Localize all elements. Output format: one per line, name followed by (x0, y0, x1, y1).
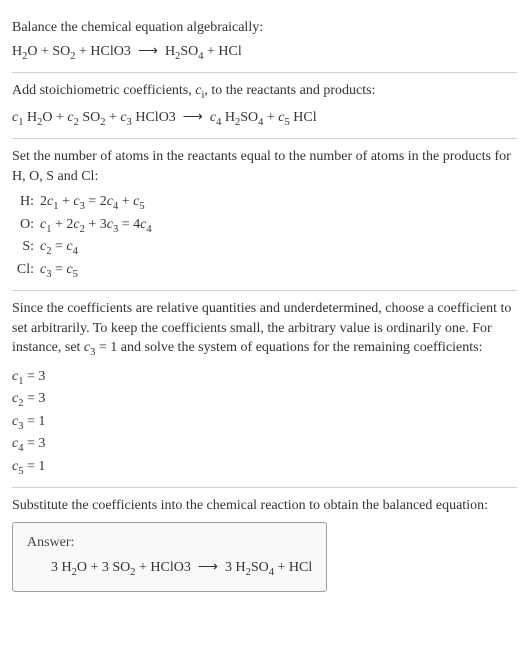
atom-label-s: S: (12, 237, 40, 257)
atom-eq-prompt: Set the number of atoms in the reactants… (12, 147, 517, 186)
atom-label-h: H: (12, 192, 40, 212)
coef-c1: c1 = 3 (12, 367, 517, 389)
balance-prompt-text: Balance the chemical equation algebraica… (12, 18, 517, 38)
atom-label-o: O: (12, 215, 40, 235)
atom-row-s: S: c2 = c4 (12, 237, 517, 259)
balanced-equation: 3 H2O + 3 SO2 + HClO3 ⟶ 3 H2SO4 + HCl (27, 558, 312, 580)
coefficient-equation: c1 H2O + c2 SO2 + c3 HClO3 ⟶ c4 H2SO4 + … (12, 108, 517, 130)
section-balance-prompt: Balance the chemical equation algebraica… (12, 10, 517, 73)
section-atom-equations: Set the number of atoms in the reactants… (12, 139, 517, 291)
answer-label: Answer: (27, 533, 312, 553)
section-answer: Substitute the coefficients into the che… (12, 488, 517, 600)
atom-eq-h: 2c1 + c3 = 2c4 + c5 (40, 192, 517, 214)
coef-c2: c2 = 3 (12, 389, 517, 411)
coefficient-solutions: c1 = 3 c2 = 3 c3 = 1 c4 = 3 c5 = 1 (12, 367, 517, 479)
unbalanced-equation: H2O + SO2 + HClO3 ⟶ H2SO4 + HCl (12, 42, 517, 64)
atom-label-cl: Cl: (12, 260, 40, 280)
atom-row-h: H: 2c1 + c3 = 2c4 + c5 (12, 192, 517, 214)
add-coef-prompt: Add stoichiometric coefficients, ci, to … (12, 81, 517, 103)
coef-c3: c3 = 1 (12, 412, 517, 434)
atom-eq-s: c2 = c4 (40, 237, 517, 259)
answer-prompt: Substitute the coefficients into the che… (12, 496, 517, 516)
solve-coef-prompt: Since the coefficients are relative quan… (12, 299, 517, 361)
atom-eq-o: c1 + 2c2 + 3c3 = 4c4 (40, 215, 517, 237)
answer-box: Answer: 3 H2O + 3 SO2 + HClO3 ⟶ 3 H2SO4 … (12, 522, 327, 592)
atom-row-cl: Cl: c3 = c5 (12, 260, 517, 282)
section-add-coefficients: Add stoichiometric coefficients, ci, to … (12, 73, 517, 139)
atom-row-o: O: c1 + 2c2 + 3c3 = 4c4 (12, 215, 517, 237)
coef-c5: c5 = 1 (12, 457, 517, 479)
atom-equations-table: H: 2c1 + c3 = 2c4 + c5 O: c1 + 2c2 + 3c3… (12, 192, 517, 282)
section-solve-coefficients: Since the coefficients are relative quan… (12, 291, 517, 488)
coef-c4: c4 = 3 (12, 434, 517, 456)
atom-eq-cl: c3 = c5 (40, 260, 517, 282)
